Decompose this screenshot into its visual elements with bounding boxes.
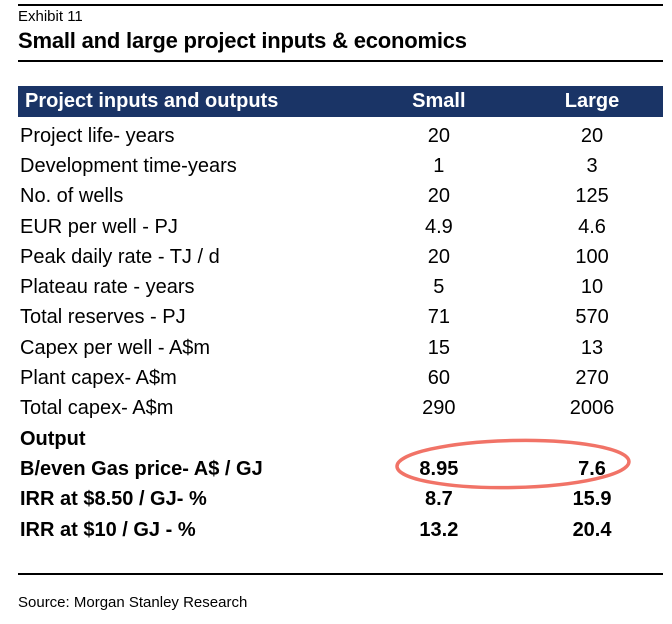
row-label: Development time-years bbox=[20, 154, 237, 177]
bottom-rule bbox=[18, 573, 663, 576]
row-value-small: 1 bbox=[433, 154, 445, 177]
row-label: Plateau rate - years bbox=[20, 276, 195, 299]
row-value-small: 15 bbox=[427, 336, 450, 359]
exhibit-label: Exhibit 11 bbox=[18, 8, 83, 25]
table-row: No. of wells 20 125 bbox=[18, 182, 663, 212]
row-label: Output bbox=[20, 427, 86, 450]
row-value-small: 8.95 bbox=[419, 457, 459, 480]
table-header-row: Project inputs and outputs Small Large bbox=[18, 86, 663, 117]
table-body: Project life- years 20 20 Development time-… bbox=[18, 121, 663, 545]
table-row: Project life- years 20 20 bbox=[18, 121, 663, 151]
table-row: Peak daily rate - TJ / d 20 100 bbox=[18, 242, 663, 272]
row-label: Project life- years bbox=[20, 124, 175, 147]
title-rule bbox=[18, 60, 663, 62]
table-row: Total reserves - PJ 71 570 bbox=[18, 303, 663, 333]
table-row: Plateau rate - years 5 10 bbox=[18, 272, 663, 302]
row-value-large: 10 bbox=[580, 276, 604, 299]
row-label: Total reserves - PJ bbox=[20, 306, 186, 329]
row-value-large: 15.9 bbox=[572, 488, 612, 511]
data-table: Project inputs and outputs Small Large P… bbox=[18, 86, 663, 545]
table-row: Development time-years 1 3 bbox=[18, 151, 663, 181]
row-label: IRR at $10 / GJ - % bbox=[20, 518, 196, 541]
row-value-large: 570 bbox=[575, 306, 609, 329]
row-value-small: 71 bbox=[427, 306, 450, 329]
exhibit-page: Exhibit 11 Small and large project input… bbox=[0, 4, 672, 624]
column-header-label: Project inputs and outputs bbox=[25, 90, 279, 112]
row-label: B/even Gas price- A$ / GJ bbox=[20, 457, 263, 480]
row-value-small: 60 bbox=[427, 367, 450, 390]
row-value-large: 7.6 bbox=[578, 457, 606, 480]
row-value-large: 3 bbox=[586, 154, 598, 177]
row-value-small: 20 bbox=[427, 124, 450, 147]
row-label: Capex per well - A$m bbox=[20, 336, 211, 359]
exhibit-title: Small and large project inputs & economi… bbox=[18, 28, 467, 53]
row-value-large: 270 bbox=[575, 367, 609, 390]
row-label: Plant capex- A$m bbox=[20, 367, 177, 390]
row-value-small: 20 bbox=[427, 185, 450, 208]
table-row: EUR per well - PJ 4.9 4.6 bbox=[18, 212, 663, 242]
source-note: Source: Morgan Stanley Research bbox=[18, 594, 248, 612]
row-value-small: 20 bbox=[427, 245, 450, 268]
row-value-small: 4.9 bbox=[424, 215, 453, 238]
table-row: Capex per well - A$m 15 13 bbox=[18, 333, 663, 363]
row-label: Peak daily rate - TJ / d bbox=[20, 245, 220, 268]
row-value-small: 5 bbox=[433, 276, 445, 299]
row-value-small: 290 bbox=[422, 397, 456, 420]
row-value-small: 8.7 bbox=[424, 488, 453, 511]
row-label: IRR at $8.50 / GJ- % bbox=[20, 488, 207, 511]
row-value-large: 13 bbox=[580, 336, 604, 359]
row-label: No. of wells bbox=[20, 185, 124, 208]
column-header-small: Small bbox=[412, 90, 466, 112]
table-row: IRR at $8.50 / GJ- % 8.7 15.9 bbox=[18, 485, 663, 515]
table-row: Plant capex- A$m 60 270 bbox=[18, 363, 663, 393]
row-value-small: 13.2 bbox=[419, 518, 459, 541]
row-value-large: 20 bbox=[580, 124, 604, 147]
row-value-large: 4.6 bbox=[578, 215, 606, 238]
table-row: Total capex- A$m 290 2006 bbox=[18, 394, 663, 424]
row-value-large: 100 bbox=[575, 245, 609, 268]
table-row: Output bbox=[18, 424, 663, 454]
column-header-large: Large bbox=[564, 90, 620, 112]
row-label: EUR per well - PJ bbox=[20, 215, 178, 238]
row-value-large: 20.4 bbox=[572, 518, 612, 541]
table-row: IRR at $10 / GJ - % 13.2 20.4 bbox=[18, 515, 663, 545]
table-row-highlighted: B/even Gas price- A$ / GJ 8.95 7.6 bbox=[18, 454, 663, 484]
row-label: Total capex- A$m bbox=[20, 397, 174, 420]
top-rule bbox=[18, 4, 663, 6]
row-value-large: 125 bbox=[575, 185, 609, 208]
row-value-large: 2006 bbox=[569, 397, 615, 420]
